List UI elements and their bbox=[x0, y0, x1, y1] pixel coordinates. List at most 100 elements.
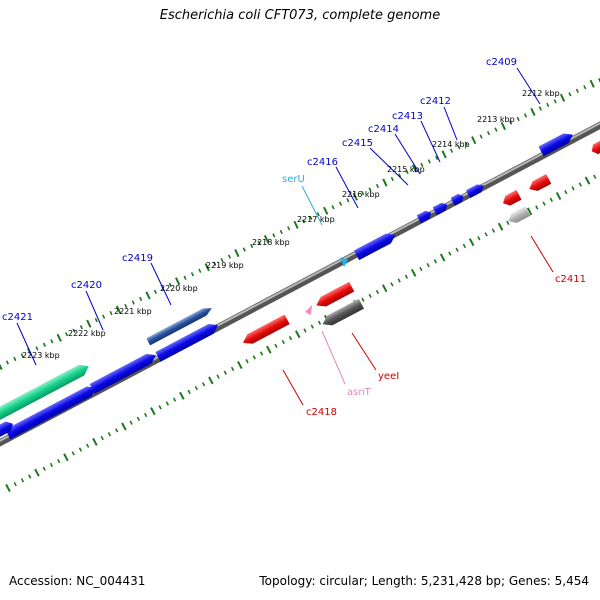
scale-tick-upper bbox=[568, 92, 572, 97]
scale-tick-upper bbox=[309, 215, 313, 220]
scale-tick-lower bbox=[42, 466, 46, 471]
gene-leader-line bbox=[443, 106, 458, 141]
gene-c2412-arrow bbox=[465, 178, 484, 199]
scale-tick-upper bbox=[589, 79, 595, 88]
scale-tick-upper bbox=[72, 328, 76, 333]
scale-tick-lower bbox=[208, 376, 214, 385]
kbp-label: 2217 kbp bbox=[297, 215, 335, 224]
scale-tick-lower bbox=[578, 182, 582, 187]
scale-tick-upper bbox=[479, 134, 483, 139]
scale-tick-upper bbox=[420, 162, 424, 168]
scale-tick-upper bbox=[115, 305, 122, 314]
scale-tick-lower bbox=[368, 293, 372, 299]
scale-tick-lower bbox=[100, 435, 104, 441]
gene-label-c2412: c2412 bbox=[420, 96, 451, 107]
scale-tick-upper bbox=[361, 190, 365, 196]
scale-tick-upper bbox=[13, 356, 17, 362]
scale-tick-lower bbox=[526, 207, 533, 216]
gene-c2413-arrow bbox=[450, 188, 464, 206]
scale-tick-upper bbox=[398, 173, 402, 178]
scale-tick-lower bbox=[143, 412, 148, 418]
scale-tick-lower bbox=[468, 238, 475, 247]
scale-tick-upper bbox=[139, 296, 143, 302]
scale-tick-lower bbox=[216, 374, 220, 379]
gene-c2411-upper-arrow bbox=[529, 168, 552, 191]
gene-yeeI-arrow bbox=[316, 276, 355, 307]
scale-tick-lower bbox=[303, 328, 307, 333]
scale-tick-upper bbox=[86, 319, 92, 328]
scale-tick-lower bbox=[497, 222, 504, 231]
scale-tick-upper bbox=[79, 325, 84, 330]
gene-c2418-arrow bbox=[242, 309, 290, 344]
scale-tick-upper bbox=[5, 360, 9, 365]
scale-tick-lower bbox=[564, 190, 568, 195]
scale-tick-lower bbox=[259, 351, 264, 356]
gene-leader-line bbox=[420, 120, 441, 163]
gene-label-c2420: c2420 bbox=[71, 280, 102, 291]
scale-tick-upper bbox=[131, 300, 135, 305]
scale-ticks bbox=[0, 78, 600, 493]
gene-leader-line bbox=[369, 147, 409, 186]
gene-c2421-arrow bbox=[5, 381, 97, 440]
kbp-label: 2222 kbp bbox=[68, 329, 106, 338]
gene-label-c2418: c2418 bbox=[306, 407, 337, 418]
gene-label-c2416: c2416 bbox=[307, 157, 338, 168]
scale-tick-upper bbox=[530, 107, 536, 117]
scale-tick-upper bbox=[338, 201, 343, 206]
scale-tick-upper bbox=[509, 120, 513, 125]
gene-c2419-arrow bbox=[155, 318, 219, 362]
trna-asnT-marker bbox=[305, 305, 312, 315]
scale-tick-lower bbox=[404, 274, 409, 279]
scale-tick-upper bbox=[411, 164, 418, 173]
scale-tick-lower bbox=[462, 243, 467, 249]
gene-leader-line bbox=[282, 369, 304, 406]
scale-tick-lower bbox=[136, 416, 141, 421]
scale-tick-lower bbox=[92, 437, 98, 446]
scale-tick-upper bbox=[331, 205, 335, 210]
gene-label-c2415: c2415 bbox=[342, 138, 373, 149]
scale-tick-lower bbox=[63, 453, 69, 462]
scale-tick-lower bbox=[34, 468, 40, 477]
scale-tick-upper bbox=[449, 148, 454, 153]
gene-label-c2421: c2421 bbox=[2, 312, 33, 323]
scale-tick-upper bbox=[435, 155, 439, 160]
scale-tick-lower bbox=[361, 297, 365, 302]
scale-tick-upper bbox=[279, 229, 283, 235]
scale-tick-lower bbox=[375, 289, 380, 295]
scale-tick-lower bbox=[281, 339, 285, 345]
gene-label-c2411: c2411 bbox=[555, 274, 586, 285]
kbp-label: 2214 kbp bbox=[432, 140, 470, 149]
scale-tick-upper bbox=[272, 233, 276, 238]
scale-tick-lower bbox=[584, 176, 591, 185]
scale-tick-upper bbox=[583, 85, 587, 90]
scale-tick-upper bbox=[486, 130, 491, 136]
scale-tick-upper bbox=[516, 116, 520, 122]
label-layer: 2212 kbp 2213 kbp 2214 kbp 2215 kbp 2216 kbp… bbox=[2, 57, 586, 418]
scale-tick-upper bbox=[575, 88, 579, 93]
scale-tick-upper bbox=[42, 342, 46, 347]
scale-tick-lower bbox=[223, 370, 227, 375]
gene-pseudo-light-arrow bbox=[508, 200, 531, 223]
scale-tick-upper bbox=[153, 289, 158, 295]
kbp-label: 2220 kbp bbox=[160, 284, 198, 293]
scale-tick-lower bbox=[150, 407, 156, 416]
scale-tick-lower bbox=[310, 324, 314, 329]
scale-tick-lower bbox=[491, 228, 495, 233]
scale-tick-lower bbox=[549, 197, 553, 202]
scale-tick-upper bbox=[346, 198, 350, 203]
scale-tick-upper bbox=[257, 240, 261, 245]
gene-leader-line bbox=[150, 262, 172, 306]
gene-label-c2419: c2419 bbox=[122, 253, 153, 264]
scale-tick-upper bbox=[145, 291, 151, 300]
gene-c2416-arrow bbox=[353, 228, 396, 261]
scale-tick-upper bbox=[546, 102, 550, 108]
scale-tick-upper bbox=[20, 353, 24, 358]
scale-tick-upper bbox=[124, 303, 128, 309]
gene-c2409-arrow bbox=[538, 128, 573, 157]
scale-tick-upper bbox=[56, 333, 62, 342]
scale-tick-lower bbox=[506, 220, 510, 226]
scale-tick-lower bbox=[13, 482, 17, 487]
scale-tick-upper bbox=[190, 272, 195, 277]
scale-tick-lower bbox=[477, 236, 481, 241]
